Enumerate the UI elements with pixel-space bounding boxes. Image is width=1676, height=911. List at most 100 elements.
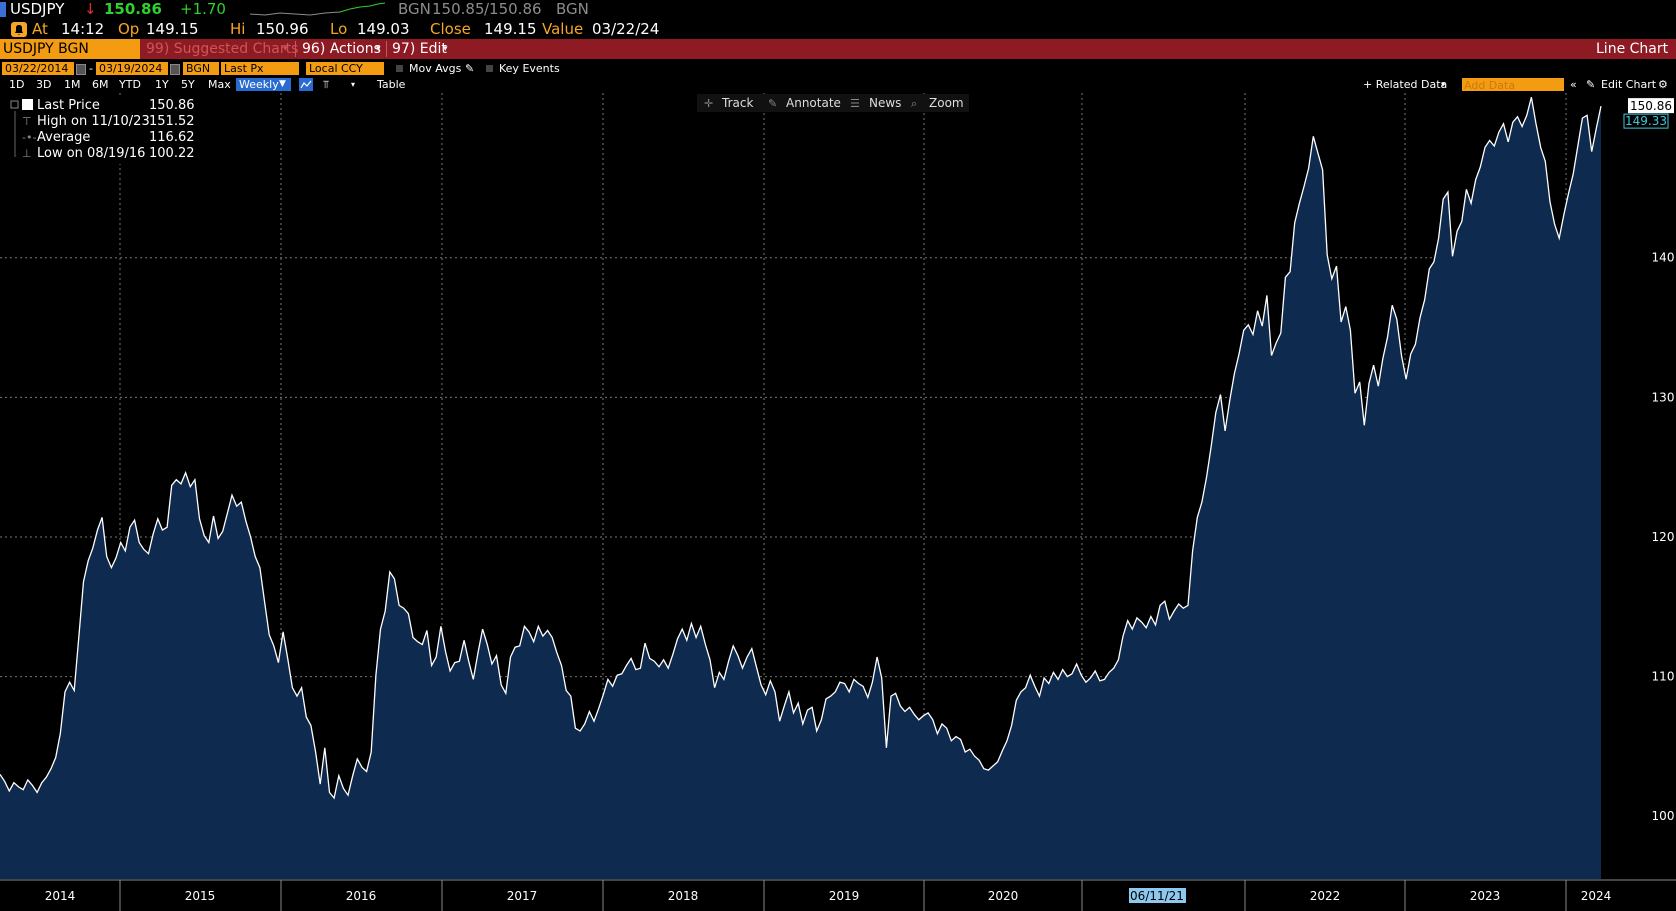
legend-low-label: Low on 08/19/16 bbox=[37, 146, 145, 161]
period-max[interactable]: Max bbox=[208, 78, 231, 91]
ask-price: /150.86 bbox=[484, 0, 542, 18]
security-field[interactable]: USDJPY BGN Curncy bbox=[0, 39, 140, 77]
currency-field[interactable]: Local CCY bbox=[306, 62, 384, 75]
price-field[interactable]: Last Px bbox=[221, 62, 299, 75]
edit-chart-button[interactable]: Edit Chart bbox=[1601, 78, 1657, 91]
high-label: Hi bbox=[230, 20, 246, 38]
low-value: 149.03 bbox=[357, 20, 410, 38]
calendar-icon[interactable] bbox=[170, 64, 180, 75]
last-price-tag: 150.86 bbox=[1630, 99, 1672, 113]
table-button[interactable]: Table bbox=[377, 78, 406, 91]
x-tick-label: 2023 bbox=[1470, 889, 1501, 903]
related-data-button[interactable]: + Related Data bbox=[1363, 78, 1448, 91]
date-dash: - bbox=[89, 62, 93, 75]
last-price: 150.86 bbox=[104, 0, 162, 18]
period-bar: 1D 3D 1M 6M YTD 1Y 5Y Max Weekly ▼ ⫪ ▾ T… bbox=[0, 77, 1676, 92]
period-3d[interactable]: 3D bbox=[36, 78, 52, 91]
collapse-icon[interactable]: « bbox=[1570, 78, 1577, 91]
legend-collapse-icon[interactable] bbox=[10, 100, 19, 109]
x-tick-label: 2015 bbox=[185, 889, 216, 903]
crosshair-icon: ✛ bbox=[704, 97, 713, 110]
calendar-icon[interactable] bbox=[76, 64, 86, 75]
bgn-label-2: BGN bbox=[556, 0, 589, 18]
line-chart-icon[interactable] bbox=[299, 78, 313, 91]
y-tick-label: 110 bbox=[1652, 670, 1675, 684]
source-field[interactable]: BGN bbox=[183, 62, 219, 75]
gear-icon[interactable]: ⚙ bbox=[1658, 78, 1668, 91]
low-marker-icon: ⊥ bbox=[22, 147, 32, 160]
x-tick-label: 2019 bbox=[829, 889, 860, 903]
period-1y[interactable]: 1Y bbox=[155, 78, 169, 91]
secondary-tag-bg bbox=[1623, 113, 1669, 129]
key-events-checkbox[interactable] bbox=[486, 65, 493, 72]
x-axis: 2014 2015 2016 2017 2018 2019 2020 06/11/21 2022… bbox=[0, 879, 1676, 911]
period-1d[interactable]: 1D bbox=[9, 78, 25, 91]
mov-avgs-checkbox[interactable] bbox=[396, 65, 403, 72]
high-marker-icon: ⊤ bbox=[22, 115, 32, 128]
close-label: Close bbox=[430, 20, 471, 38]
sparkline-icon bbox=[250, 2, 385, 16]
news-button[interactable]: News bbox=[869, 96, 901, 110]
ticker-bar: USDJPY ↓ 150.86 +1.70 BGN 150.85 /150.86… bbox=[0, 0, 1676, 19]
annotate-button[interactable]: Annotate bbox=[786, 96, 841, 110]
high-value: 150.96 bbox=[256, 20, 309, 38]
bar-chart-icon[interactable]: ⫪ bbox=[323, 78, 330, 91]
period-5y[interactable]: 5Y bbox=[181, 78, 195, 91]
suggested-charts-menu[interactable]: 99) Suggested Charts bbox=[146, 41, 299, 57]
chevron-down-icon: ▾ bbox=[443, 44, 448, 54]
key-events-label[interactable]: Key Events bbox=[499, 62, 560, 75]
down-arrow-icon: ↓ bbox=[84, 0, 97, 18]
secondary-price-tag: 149.33 bbox=[1625, 114, 1667, 128]
actions-menu[interactable]: 96) Actions bbox=[302, 41, 381, 57]
alert-bell-icon[interactable] bbox=[11, 22, 27, 37]
pencil-icon: ✎ bbox=[1586, 78, 1596, 91]
y-tick-label: 130 bbox=[1652, 390, 1675, 404]
chevron-down-icon: ▾ bbox=[1441, 80, 1446, 89]
x-tick-label: 2018 bbox=[668, 889, 699, 903]
edit-menu[interactable]: 97) Edit bbox=[392, 41, 447, 57]
ticker-symbol[interactable]: USDJPY bbox=[10, 0, 65, 18]
x-axis-band bbox=[0, 880, 1676, 911]
y-tick-label: 140 bbox=[1652, 251, 1675, 265]
menu-separator bbox=[295, 41, 296, 57]
at-time: 14:12 bbox=[61, 20, 105, 38]
pencil-icon[interactable]: ✎ bbox=[465, 62, 475, 75]
ticker-marker bbox=[0, 2, 6, 17]
end-date-field[interactable]: 03/19/2024 bbox=[96, 62, 168, 75]
price-line bbox=[0, 97, 1602, 800]
low-label: Lo bbox=[330, 20, 348, 38]
value-date: 03/22/24 bbox=[592, 20, 660, 38]
period-1m[interactable]: 1M bbox=[64, 78, 81, 91]
y-axis: 100 110 120 130 140 bbox=[1652, 251, 1675, 823]
x-tick-label: 2024 bbox=[1581, 889, 1612, 903]
legend-swatch bbox=[22, 99, 33, 110]
at-label: At bbox=[32, 20, 48, 38]
chart-legend: Last Price 150.86 ⊤ High on 11/10/23 151… bbox=[8, 98, 195, 164]
x-tick-label: 06/11/21 bbox=[1130, 889, 1184, 903]
track-button[interactable]: Track bbox=[721, 96, 753, 110]
chevron-down-icon: ▾ bbox=[376, 44, 381, 54]
zoom-button[interactable]: Zoom bbox=[929, 96, 964, 110]
legend-average-label: Average bbox=[37, 130, 90, 145]
legend-high-value: 151.52 bbox=[149, 114, 195, 129]
x-tick-label: 2020 bbox=[988, 889, 1019, 903]
mov-avgs-label[interactable]: Mov Avgs bbox=[409, 62, 462, 75]
menu-separator bbox=[386, 41, 387, 57]
legend-low-value: 100.22 bbox=[149, 146, 195, 161]
bid-price: 150.85 bbox=[432, 0, 485, 18]
average-marker-icon: -•- bbox=[22, 131, 36, 144]
line-chart[interactable]: 100 110 120 130 140 2014 2015 2016 2017 2018 2019… bbox=[0, 93, 1676, 911]
add-data-input[interactable]: Add Data bbox=[1462, 78, 1564, 92]
period-6m[interactable]: 6M bbox=[92, 78, 109, 91]
legend-last-value: 150.86 bbox=[149, 98, 195, 113]
chevron-down-icon: ▼ bbox=[279, 79, 286, 89]
period-ytd[interactable]: YTD bbox=[119, 78, 141, 91]
price-area bbox=[0, 97, 1601, 879]
start-date-field[interactable]: 03/22/2014 bbox=[2, 62, 74, 75]
legend-bg bbox=[8, 98, 194, 164]
chart-toolbar: ✛ Track ✎ Annotate ☰ News ⌕ Zoom bbox=[697, 94, 969, 112]
frequency-select[interactable] bbox=[236, 78, 291, 91]
add-data-placeholder: Add Data bbox=[1464, 79, 1516, 92]
chevron-down-icon: ▾ bbox=[351, 80, 356, 89]
